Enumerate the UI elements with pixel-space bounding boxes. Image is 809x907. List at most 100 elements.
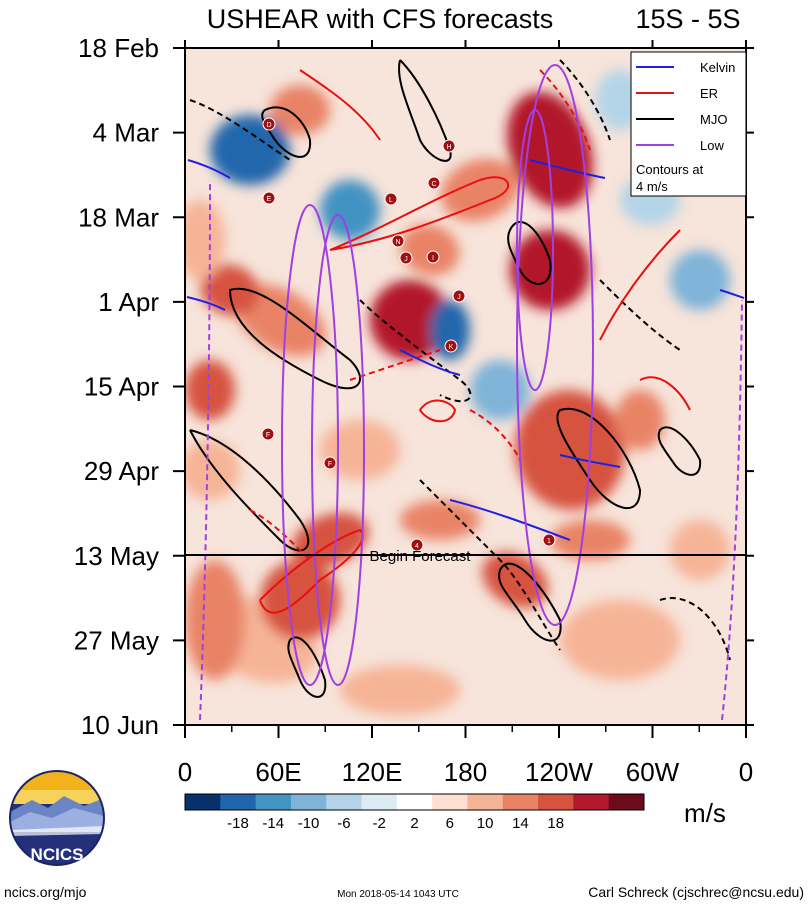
storm-marker: K bbox=[444, 339, 458, 353]
storm-marker-label: 4 bbox=[415, 543, 419, 550]
colorbar-swatch bbox=[538, 794, 574, 810]
contour-line bbox=[228, 287, 361, 390]
colorbar: -18 -14 -10 -6 -2 2 6 10 14 18 bbox=[184, 793, 645, 832]
colorbar-swatch bbox=[396, 794, 433, 810]
y-tick-label: 18 Mar bbox=[78, 202, 159, 232]
shading-blob bbox=[291, 512, 369, 568]
colorbar-tick-label: -14 bbox=[262, 815, 284, 832]
contour-lines bbox=[186, 59, 745, 721]
storm-marker: F bbox=[323, 456, 337, 470]
contour-line bbox=[639, 376, 691, 411]
storm-marker-label: D bbox=[266, 122, 271, 129]
x-tick-label: 120W bbox=[525, 757, 593, 787]
colorbar-tick-label: -10 bbox=[298, 815, 320, 832]
colorbar-tick-label: 10 bbox=[477, 815, 494, 832]
colorbar-swatch bbox=[185, 794, 221, 810]
storm-marker-icon bbox=[323, 456, 337, 470]
storm-marker-icon bbox=[399, 251, 413, 265]
colorbar-swatch bbox=[290, 794, 327, 810]
contour-line bbox=[657, 426, 702, 476]
contour-line bbox=[559, 454, 621, 468]
contour-line bbox=[399, 349, 461, 376]
shading-blob bbox=[185, 440, 240, 500]
colorbar-tick-label: 18 bbox=[547, 815, 564, 832]
shading-blob bbox=[400, 500, 480, 540]
logo-text: NCICS bbox=[31, 845, 84, 864]
storm-marker-icon bbox=[452, 289, 466, 303]
storm-marker-icon bbox=[426, 250, 440, 264]
contour-line bbox=[187, 159, 231, 179]
shading-blob bbox=[550, 520, 630, 560]
shading-blob bbox=[270, 85, 330, 135]
forecast-label: Begin Forecast bbox=[370, 548, 472, 565]
colorbar-tick-label: 14 bbox=[512, 815, 529, 832]
contour-line bbox=[599, 229, 681, 341]
x-tick-label: 0 bbox=[178, 757, 192, 787]
contour-line bbox=[349, 349, 441, 381]
low-contour-dashed bbox=[199, 179, 211, 721]
contour-line bbox=[259, 528, 364, 614]
low-contour bbox=[311, 214, 365, 686]
shading-field bbox=[185, 70, 730, 715]
shading-blob bbox=[340, 665, 460, 715]
contour-line bbox=[287, 636, 327, 698]
shading-blob bbox=[185, 560, 245, 680]
storm-marker: F bbox=[261, 427, 275, 441]
shading-blob bbox=[185, 360, 235, 420]
contour-line bbox=[469, 409, 521, 461]
shading-blob bbox=[430, 300, 470, 360]
contour-line bbox=[359, 299, 472, 403]
ncics-logo: NCICS bbox=[9, 770, 105, 866]
contour-line bbox=[329, 176, 510, 251]
storm-marker-label: J bbox=[457, 294, 461, 301]
storm-marker: I bbox=[426, 250, 440, 264]
storm-marker: D bbox=[262, 117, 276, 131]
contour-line bbox=[559, 59, 611, 141]
legend-label-mjo: MJO bbox=[700, 112, 727, 127]
chart-title: USHEAR with CFS forecasts bbox=[207, 4, 554, 34]
legend: Kelvin ER MJO Low Contours at 4 m/s bbox=[630, 51, 747, 197]
low-contour bbox=[516, 64, 594, 626]
colorbar-tick-label: -18 bbox=[227, 815, 249, 832]
x-tick-label: 120E bbox=[342, 757, 403, 787]
y-tick-label: 18 Feb bbox=[78, 33, 159, 63]
contour-line bbox=[599, 279, 681, 351]
shading-blob bbox=[670, 520, 730, 580]
x-tick-label: 180 bbox=[444, 757, 487, 787]
storm-marker-label: C bbox=[431, 181, 436, 188]
low-contour-dashed bbox=[721, 299, 743, 721]
y-tick-label: 27 May bbox=[74, 625, 159, 655]
contour-line bbox=[719, 289, 745, 299]
contour-line bbox=[449, 499, 571, 541]
storm-marker-label: E bbox=[267, 196, 272, 203]
colorbar-tick-label: 2 bbox=[410, 815, 418, 832]
colorbar-swatch bbox=[432, 794, 468, 810]
shading-blob bbox=[670, 250, 730, 310]
low-contour bbox=[281, 204, 339, 686]
y-tick-label: 13 May bbox=[74, 541, 159, 571]
storm-marker-icon bbox=[262, 117, 276, 131]
legend-label-er: ER bbox=[700, 86, 718, 101]
x-tick-label: 60E bbox=[255, 757, 301, 787]
low-contour bbox=[516, 109, 554, 391]
colorbar-tick-label: -2 bbox=[373, 815, 386, 832]
y-tick-label: 29 Apr bbox=[84, 456, 160, 486]
footer-timestamp: Mon 2018-05-14 1043 UTC bbox=[337, 889, 459, 900]
contour-line bbox=[418, 399, 457, 423]
storm-marker: H bbox=[442, 139, 456, 153]
shading-blob bbox=[615, 390, 665, 450]
storm-marker-label: F bbox=[266, 432, 270, 439]
storm-marker-label: L bbox=[389, 197, 393, 204]
colorbar-swatch bbox=[326, 794, 363, 810]
shading-blob bbox=[320, 180, 380, 240]
storm-marker-icon bbox=[542, 533, 556, 547]
footer-author: Carl Schreck (cjschrec@ncsu.edu) bbox=[588, 884, 804, 900]
storm-marker-icon bbox=[262, 191, 276, 205]
storm-marker: J bbox=[452, 289, 466, 303]
colorbar-swatch bbox=[573, 794, 610, 810]
contour-line bbox=[186, 296, 226, 311]
colorbar-tick-label: 6 bbox=[446, 815, 454, 832]
x-tick-label: 60W bbox=[626, 757, 680, 787]
legend-note-2: 4 m/s bbox=[636, 179, 668, 194]
